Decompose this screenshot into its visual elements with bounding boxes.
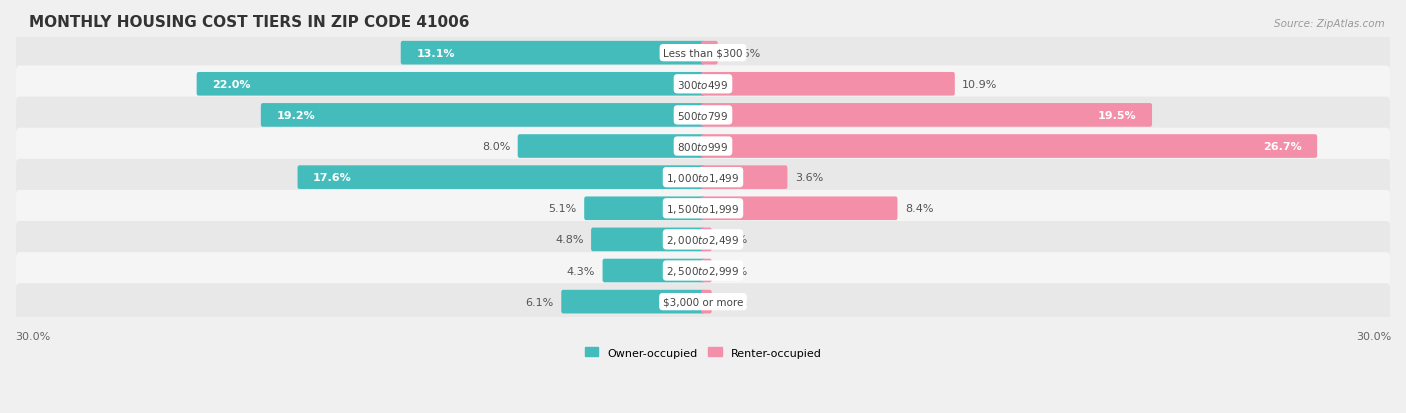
FancyBboxPatch shape bbox=[702, 166, 787, 190]
FancyBboxPatch shape bbox=[603, 259, 704, 282]
Text: 5.1%: 5.1% bbox=[548, 204, 576, 214]
Text: 30.0%: 30.0% bbox=[1355, 331, 1391, 342]
Text: 19.2%: 19.2% bbox=[277, 111, 315, 121]
FancyBboxPatch shape bbox=[401, 42, 704, 65]
FancyBboxPatch shape bbox=[15, 284, 1391, 320]
Text: $1,500 to $1,999: $1,500 to $1,999 bbox=[666, 202, 740, 215]
Text: Less than $300: Less than $300 bbox=[664, 49, 742, 59]
Text: Source: ZipAtlas.com: Source: ZipAtlas.com bbox=[1274, 19, 1385, 28]
Text: 8.4%: 8.4% bbox=[905, 204, 934, 214]
Text: 4.3%: 4.3% bbox=[567, 266, 595, 276]
FancyBboxPatch shape bbox=[517, 135, 704, 159]
FancyBboxPatch shape bbox=[15, 190, 1391, 227]
FancyBboxPatch shape bbox=[15, 252, 1391, 289]
FancyBboxPatch shape bbox=[702, 42, 717, 65]
Text: 0.0%: 0.0% bbox=[718, 266, 748, 276]
FancyBboxPatch shape bbox=[702, 135, 1317, 159]
FancyBboxPatch shape bbox=[702, 73, 955, 96]
FancyBboxPatch shape bbox=[262, 104, 704, 128]
Text: MONTHLY HOUSING COST TIERS IN ZIP CODE 41006: MONTHLY HOUSING COST TIERS IN ZIP CODE 4… bbox=[28, 15, 470, 30]
Text: 6.1%: 6.1% bbox=[526, 297, 554, 307]
Text: 17.6%: 17.6% bbox=[314, 173, 352, 183]
Text: $300 to $499: $300 to $499 bbox=[678, 78, 728, 90]
Text: 30.0%: 30.0% bbox=[15, 331, 51, 342]
Text: $800 to $999: $800 to $999 bbox=[678, 141, 728, 153]
FancyBboxPatch shape bbox=[702, 197, 897, 221]
FancyBboxPatch shape bbox=[585, 197, 704, 221]
FancyBboxPatch shape bbox=[15, 97, 1391, 134]
Text: 26.7%: 26.7% bbox=[1263, 142, 1302, 152]
Text: 13.1%: 13.1% bbox=[416, 49, 454, 59]
Text: $500 to $799: $500 to $799 bbox=[678, 109, 728, 121]
Text: 4.8%: 4.8% bbox=[555, 235, 583, 245]
FancyBboxPatch shape bbox=[15, 35, 1391, 72]
Text: 3.6%: 3.6% bbox=[794, 173, 823, 183]
Text: $2,500 to $2,999: $2,500 to $2,999 bbox=[666, 264, 740, 278]
FancyBboxPatch shape bbox=[702, 228, 711, 252]
FancyBboxPatch shape bbox=[298, 166, 704, 190]
Legend: Owner-occupied, Renter-occupied: Owner-occupied, Renter-occupied bbox=[581, 343, 825, 362]
Text: 0.0%: 0.0% bbox=[718, 297, 748, 307]
FancyBboxPatch shape bbox=[197, 73, 704, 96]
Text: $2,000 to $2,499: $2,000 to $2,499 bbox=[666, 233, 740, 246]
FancyBboxPatch shape bbox=[15, 66, 1391, 103]
FancyBboxPatch shape bbox=[15, 159, 1391, 196]
Text: 19.5%: 19.5% bbox=[1098, 111, 1136, 121]
Text: 8.0%: 8.0% bbox=[482, 142, 510, 152]
Text: $3,000 or more: $3,000 or more bbox=[662, 297, 744, 307]
FancyBboxPatch shape bbox=[15, 128, 1391, 165]
FancyBboxPatch shape bbox=[15, 221, 1391, 258]
Text: 10.9%: 10.9% bbox=[962, 80, 997, 90]
FancyBboxPatch shape bbox=[561, 290, 704, 314]
FancyBboxPatch shape bbox=[591, 228, 704, 252]
Text: 0.56%: 0.56% bbox=[725, 49, 761, 59]
Text: 0.0%: 0.0% bbox=[718, 235, 748, 245]
Text: $1,000 to $1,499: $1,000 to $1,499 bbox=[666, 171, 740, 184]
FancyBboxPatch shape bbox=[702, 259, 711, 282]
FancyBboxPatch shape bbox=[702, 290, 711, 314]
FancyBboxPatch shape bbox=[702, 104, 1152, 128]
Text: 22.0%: 22.0% bbox=[212, 80, 250, 90]
